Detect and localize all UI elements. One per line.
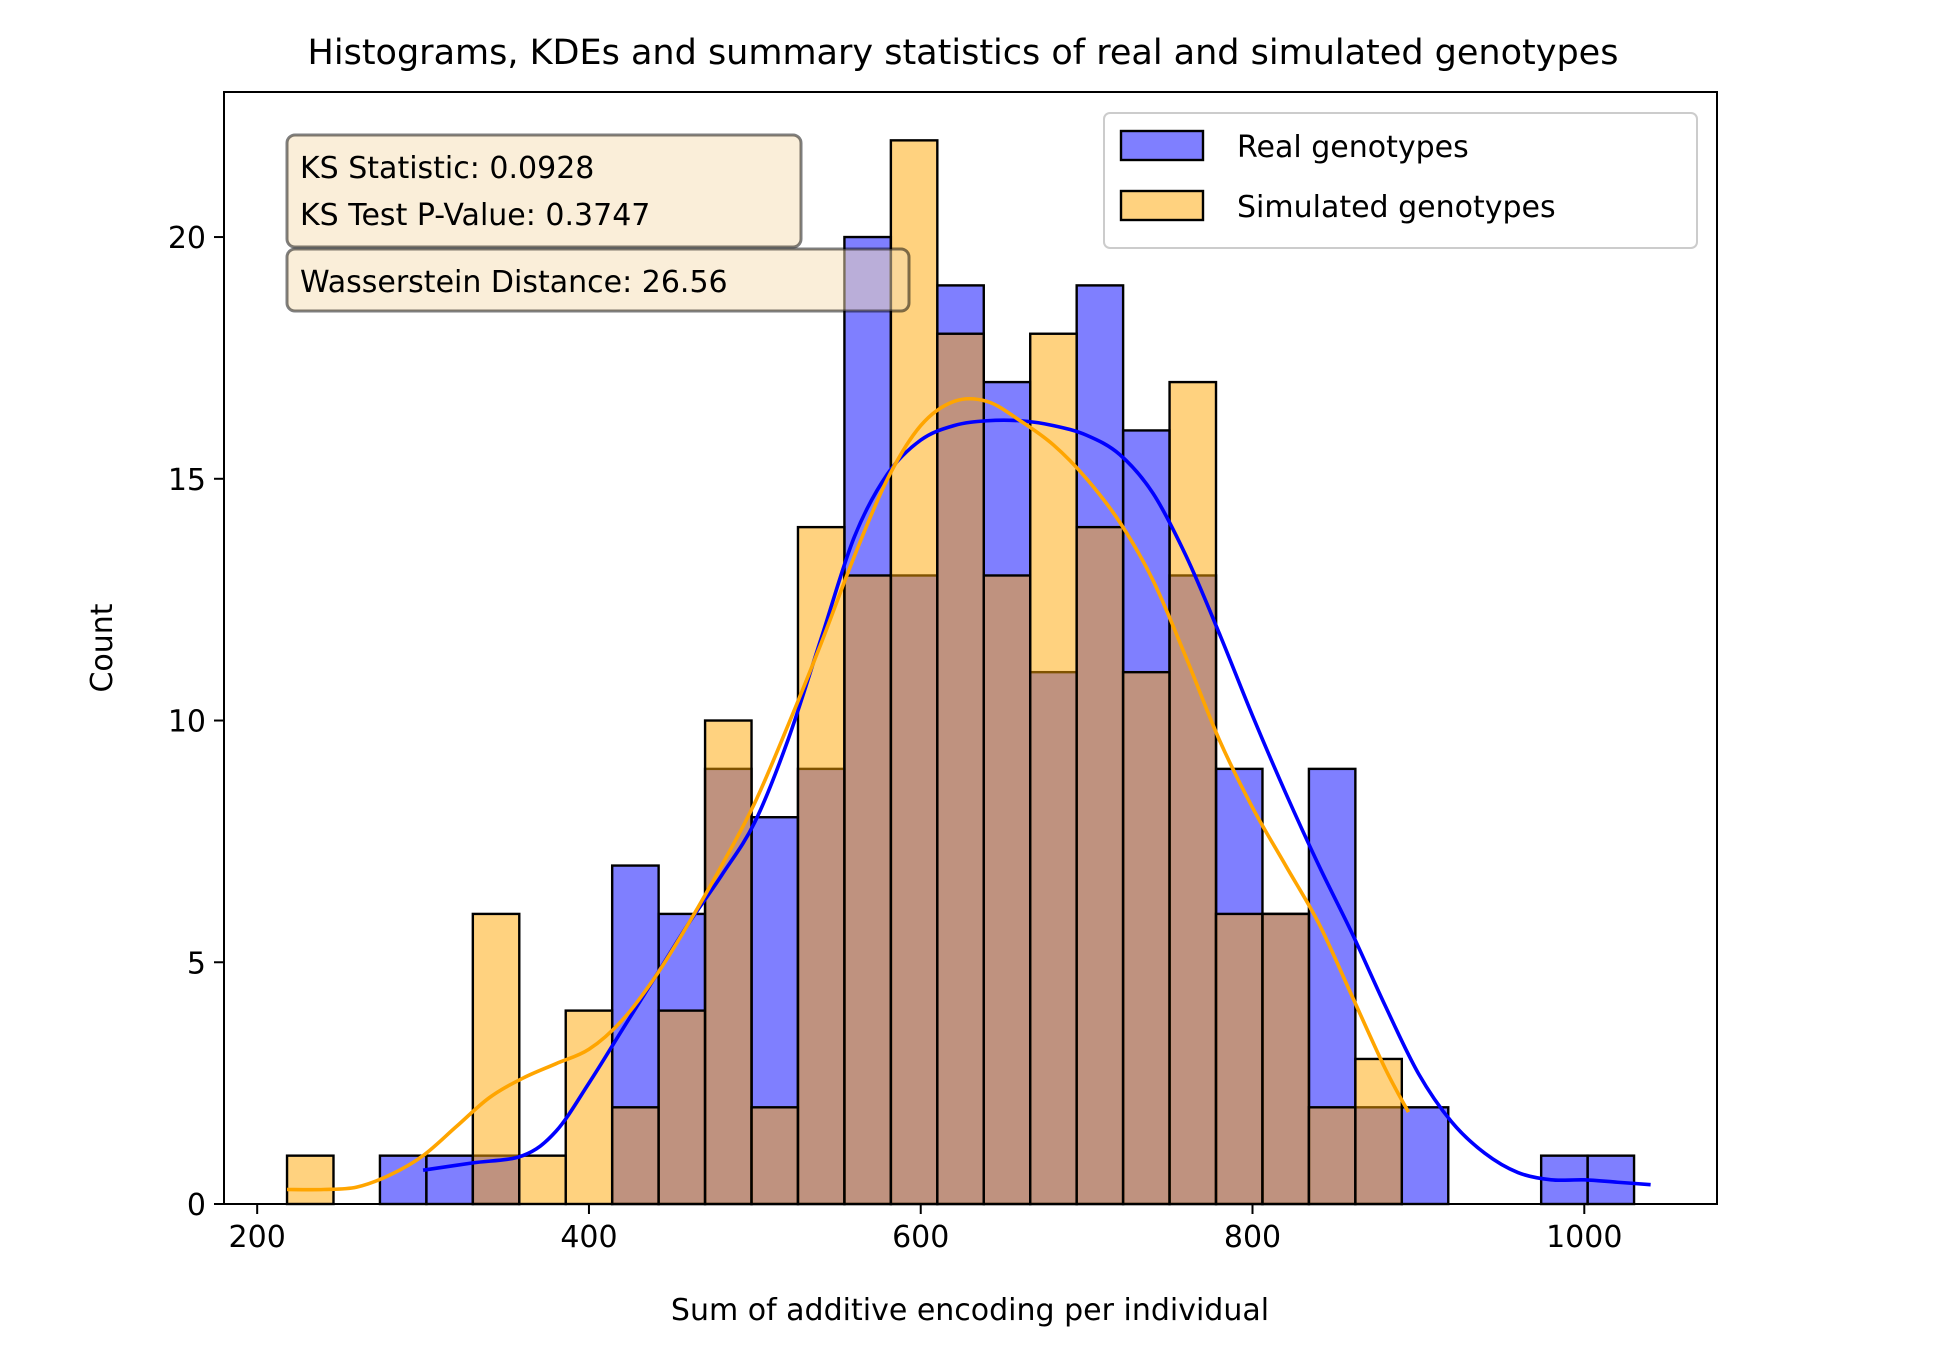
kde-line-simulated: [287, 396, 1411, 1192]
bar-real-24: [1400, 1106, 1450, 1206]
bar-simulated-20: [1214, 912, 1264, 1206]
y-tick-label: 10: [168, 705, 206, 740]
bar-simulated-15: [982, 574, 1032, 1206]
legend: Real genotypes Simulated genotypes: [1103, 112, 1698, 249]
y-tick-label: 15: [168, 463, 206, 498]
x-axis-label: Sum of additive encoding per individual: [671, 1293, 1269, 1328]
bar-simulated-17: [1075, 525, 1125, 1206]
bar-simulated-8: [657, 1009, 707, 1206]
stat-annotations: KS Statistic: 0.0928 KS Test P-Value: 0.3…: [285, 133, 911, 313]
bar-simulated-12: [843, 574, 893, 1206]
bar-real-2: [378, 1154, 428, 1206]
y-axis-label: Count: [85, 603, 120, 692]
x-tick-label: 400: [560, 1220, 617, 1255]
bar-simulated-9: [703, 719, 753, 1206]
stat-text: Wasserstein Distance: 26.56: [300, 265, 728, 300]
legend-label: Real genotypes: [1237, 130, 1469, 165]
stat-text: KS Test P-Value: 0.3747: [300, 198, 650, 233]
legend-label: Simulated genotypes: [1237, 190, 1556, 225]
bar-simulated-5: [518, 1154, 567, 1206]
y-tick-label: 20: [168, 221, 206, 256]
bar-simulated-14: [936, 332, 985, 1206]
bar-simulated-10: [750, 1106, 800, 1206]
x-tick-label: 200: [229, 1220, 286, 1255]
chart-title: Histograms, KDEs and summary statistics …: [308, 33, 1619, 73]
legend-swatch: [1119, 189, 1205, 222]
stat-text: KS Statistic: 0.0928: [300, 151, 594, 186]
x-tick-label: 600: [892, 1220, 949, 1255]
bar-simulated-0: [285, 1154, 335, 1206]
bar-simulated-11: [796, 525, 846, 1206]
bar-simulated-22: [1307, 1106, 1357, 1206]
legend-swatch: [1119, 129, 1205, 162]
x-tick-label: 1000: [1546, 1220, 1622, 1255]
y-tick-label: 5: [187, 946, 206, 981]
bar-simulated-16: [1029, 332, 1078, 1206]
bar-simulated-23: [1354, 1057, 1404, 1206]
x-tick-label: 800: [1224, 1220, 1281, 1255]
stat-box: [285, 247, 911, 313]
kde-curves: [287, 396, 1651, 1192]
legend-frame: [1103, 112, 1698, 249]
bar-simulated-18: [1121, 670, 1171, 1206]
bar-simulated-19: [1168, 380, 1218, 1206]
y-axis-ticks: 0 5 10 15 20: [168, 221, 224, 1223]
y-tick-label: 0: [187, 1188, 206, 1223]
stat-box: [285, 133, 803, 249]
bar-simulated-7: [610, 1106, 660, 1206]
bar-simulated-21: [1261, 912, 1311, 1206]
histogram-bars: [285, 139, 1636, 1206]
x-axis-ticks: 200 400 600 800 1000: [229, 1204, 1622, 1255]
plot-frame: [223, 91, 1718, 1205]
